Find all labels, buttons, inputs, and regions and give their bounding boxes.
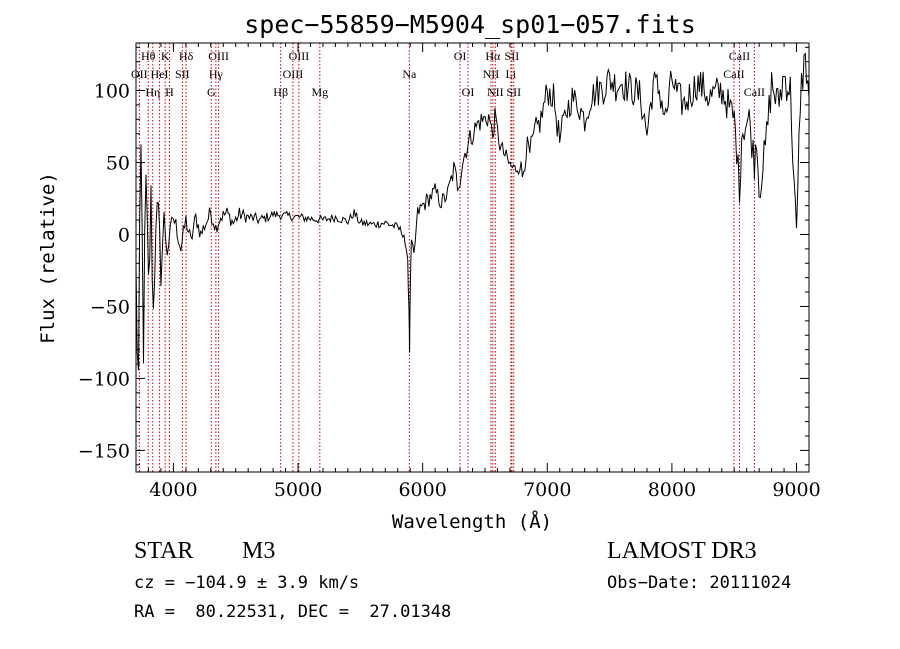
spectral-line-label: Hθ	[141, 49, 156, 63]
spectral-line-label: CaII	[723, 67, 744, 81]
spectral-line-label: NII	[487, 85, 504, 99]
x-tick-label: 9000	[772, 479, 820, 501]
coordinates: RA = 80.22531, DEC = 27.01348	[134, 602, 452, 622]
spectral-line-label: K	[161, 49, 170, 63]
spectral-line-label: Hδ	[179, 49, 194, 63]
spectral-line-label: Hβ	[273, 85, 288, 99]
axis-ticks: 4000 5000 6000 7000 8000 9000 −150 −100 −50 0 50 10…	[78, 43, 821, 501]
y-tick-label: −100	[78, 368, 130, 390]
y-tick-label: −150	[78, 440, 130, 462]
spectral-line-label: Li	[506, 67, 517, 81]
spectrum-line	[135, 52, 810, 371]
spectral-line-label: SII	[506, 85, 521, 99]
spectral-line-label: OIII	[283, 67, 304, 81]
spectral-line-label: OI	[454, 49, 467, 63]
spectrum-series	[135, 52, 810, 371]
spectral-line-label: CaII	[744, 85, 765, 99]
spectral-line-label: Na	[402, 67, 417, 81]
redshift-readout: cz = −104.9 ± 3.9 km/s	[134, 573, 360, 593]
x-tick-label: 8000	[648, 479, 696, 501]
y-tick-label: 100	[94, 81, 130, 103]
chart-title: spec−55859−M5904_sp01−057.fits	[244, 10, 696, 39]
y-tick-label: 0	[118, 224, 130, 246]
y-tick-label: −50	[90, 296, 130, 318]
spectral-line-markers: Hθ OII Hη K HeI H Hδ SII OIII Hγ G Hβ OIII OIII Mg Na OI…	[131, 43, 765, 472]
plot-frame	[135, 42, 810, 473]
spectral-line-label: Hη	[145, 85, 160, 99]
x-tick-label: 4000	[149, 479, 197, 501]
spectral-line-label: SII	[505, 49, 520, 63]
spectral-line-label: OI	[462, 85, 475, 99]
spectral-line-label: Mg	[311, 85, 328, 99]
spectral-line-label: SII	[175, 67, 190, 81]
survey-name: LAMOST DR3	[607, 538, 757, 564]
x-tick-label: 6000	[398, 479, 446, 501]
object-subclass: M3	[242, 538, 276, 564]
spectral-line-label: NII	[483, 67, 500, 81]
object-class: STAR	[134, 538, 194, 564]
spectral-line-label: G	[207, 85, 216, 99]
y-tick-label: 50	[106, 152, 130, 174]
spectral-line-label: HeI	[151, 67, 169, 81]
spectral-line-label: Hγ	[209, 67, 224, 81]
spectral-line-label: CaII	[729, 49, 750, 63]
spectral-line-label: Hα	[485, 49, 501, 63]
x-tick-label: 7000	[523, 479, 571, 501]
spectral-line-label: OIII	[208, 49, 229, 63]
y-axis-label: Flux (relative)	[37, 172, 59, 344]
obs-date: Obs−Date: 20111024	[607, 573, 792, 593]
spectral-line-label: H	[165, 85, 174, 99]
x-tick-label: 5000	[274, 479, 322, 501]
spectral-line-label: OII	[131, 67, 148, 81]
spectral-line-label: OIII	[289, 49, 310, 63]
x-axis-label: Wavelength (Å)	[392, 510, 552, 533]
